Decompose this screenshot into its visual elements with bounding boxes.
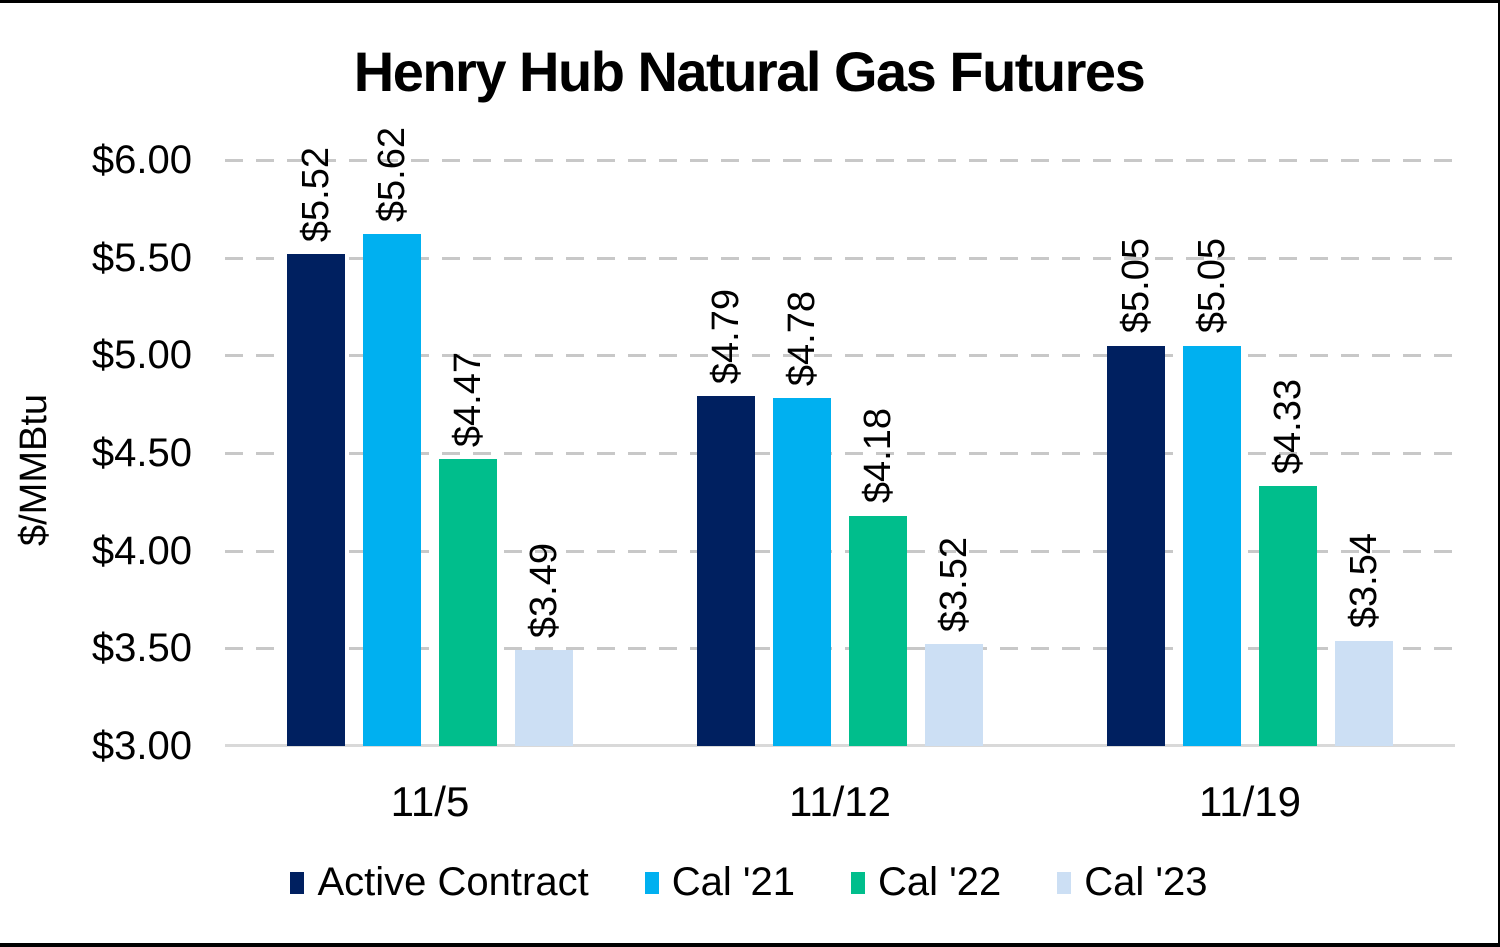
- bar-value-label: $5.52: [295, 146, 337, 242]
- bar: [515, 650, 573, 746]
- legend-item: Cal '21: [644, 860, 795, 905]
- bar: [1335, 640, 1393, 746]
- y-tick-label: $3.00: [91, 724, 192, 768]
- bar-value-label: $4.33: [1267, 379, 1309, 475]
- bar: [1259, 486, 1317, 746]
- legend-swatch-icon: [290, 871, 305, 894]
- legend-item: Cal '22: [850, 860, 1002, 905]
- gridline: [225, 256, 1455, 260]
- bar-value-label: $4.78: [781, 291, 823, 387]
- legend-item: Cal '23: [1057, 860, 1208, 905]
- y-tick-label: $5.00: [91, 333, 192, 378]
- gridline: [225, 354, 1455, 358]
- y-tick-label: $4.00: [91, 528, 192, 573]
- legend-swatch-icon: [1057, 871, 1072, 894]
- legend: Active Contract Cal '21 Cal '22 Cal '23: [0, 860, 1498, 905]
- bar-value-label: $4.18: [857, 408, 899, 504]
- bar: [773, 398, 831, 746]
- bar: [925, 644, 983, 746]
- bar-value-label: $4.79: [705, 289, 747, 385]
- bar-value-label: $5.05: [1115, 238, 1157, 334]
- bar: [287, 253, 345, 746]
- gridline: [225, 549, 1455, 553]
- bar-value-label: $3.52: [933, 537, 975, 633]
- bar-value-label: $5.62: [371, 127, 413, 223]
- bar-value-label: $4.47: [447, 351, 489, 447]
- y-tick-label: $5.50: [91, 235, 192, 280]
- legend-label: Cal '21: [671, 860, 795, 904]
- bar-value-label: $3.49: [523, 543, 565, 639]
- legend-swatch-icon: [850, 871, 865, 894]
- chart-title: Henry Hub Natural Gas Futures: [353, 40, 1146, 103]
- legend-label: Active Contract: [317, 860, 589, 904]
- x-axis-line: [225, 744, 1455, 747]
- gridline: [225, 647, 1455, 651]
- y-tick-label: $4.50: [91, 431, 192, 475]
- bar: [439, 458, 497, 746]
- plot-area: $5.52 $5.62 $4.47 $3.49 $4.79 $4.78 $4.18 $3.52…: [225, 127, 1455, 747]
- bar-value-label: $3.54: [1343, 533, 1385, 629]
- x-axis-label: 11/5: [390, 778, 470, 825]
- bar: [1183, 345, 1241, 746]
- bar-value-label: $5.05: [1191, 238, 1233, 334]
- bar: [363, 234, 421, 746]
- legend-item: Active Contract: [290, 860, 589, 905]
- x-axis-label: 11/19: [1199, 778, 1301, 825]
- legend-label: Cal '23: [1084, 860, 1208, 904]
- bar: [697, 396, 755, 746]
- y-tick-label: $6.00: [91, 138, 192, 182]
- legend-swatch-icon: [644, 871, 659, 894]
- gridline: [225, 159, 1455, 162]
- x-axis-label: 11/12: [789, 778, 891, 825]
- bar: [1107, 345, 1165, 746]
- legend-label: Cal '22: [877, 860, 1002, 904]
- gridline: [225, 452, 1455, 455]
- bar: [849, 515, 907, 746]
- y-tick-label: $3.50: [91, 626, 192, 671]
